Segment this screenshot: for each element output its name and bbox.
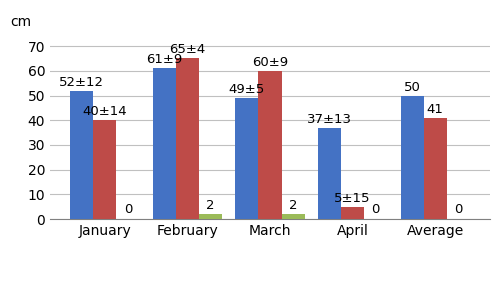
- Text: 41: 41: [427, 103, 444, 116]
- Text: 61±9: 61±9: [146, 53, 182, 66]
- Text: 50: 50: [404, 81, 420, 94]
- Text: 40±14: 40±14: [82, 105, 127, 118]
- Bar: [400, 96, 423, 219]
- Text: 65±4: 65±4: [169, 44, 205, 56]
- Bar: [282, 214, 304, 219]
- Bar: [318, 128, 341, 219]
- Text: 2: 2: [206, 199, 214, 212]
- Text: 60±9: 60±9: [252, 56, 288, 69]
- Bar: [236, 98, 258, 219]
- Text: 0: 0: [454, 203, 462, 216]
- Bar: [70, 90, 93, 219]
- Text: 0: 0: [372, 203, 380, 216]
- Text: 2: 2: [289, 199, 298, 212]
- Bar: [424, 118, 447, 219]
- Text: 49±5: 49±5: [228, 83, 265, 96]
- Text: 52±12: 52±12: [59, 76, 104, 89]
- Bar: [93, 120, 116, 219]
- Bar: [341, 207, 364, 219]
- Text: 37±13: 37±13: [307, 113, 352, 126]
- Text: 5±15: 5±15: [334, 192, 371, 205]
- Text: 0: 0: [124, 203, 132, 216]
- Text: cm: cm: [10, 15, 31, 29]
- Bar: [258, 71, 281, 219]
- Bar: [199, 214, 222, 219]
- Bar: [152, 68, 176, 219]
- Bar: [176, 58, 199, 219]
